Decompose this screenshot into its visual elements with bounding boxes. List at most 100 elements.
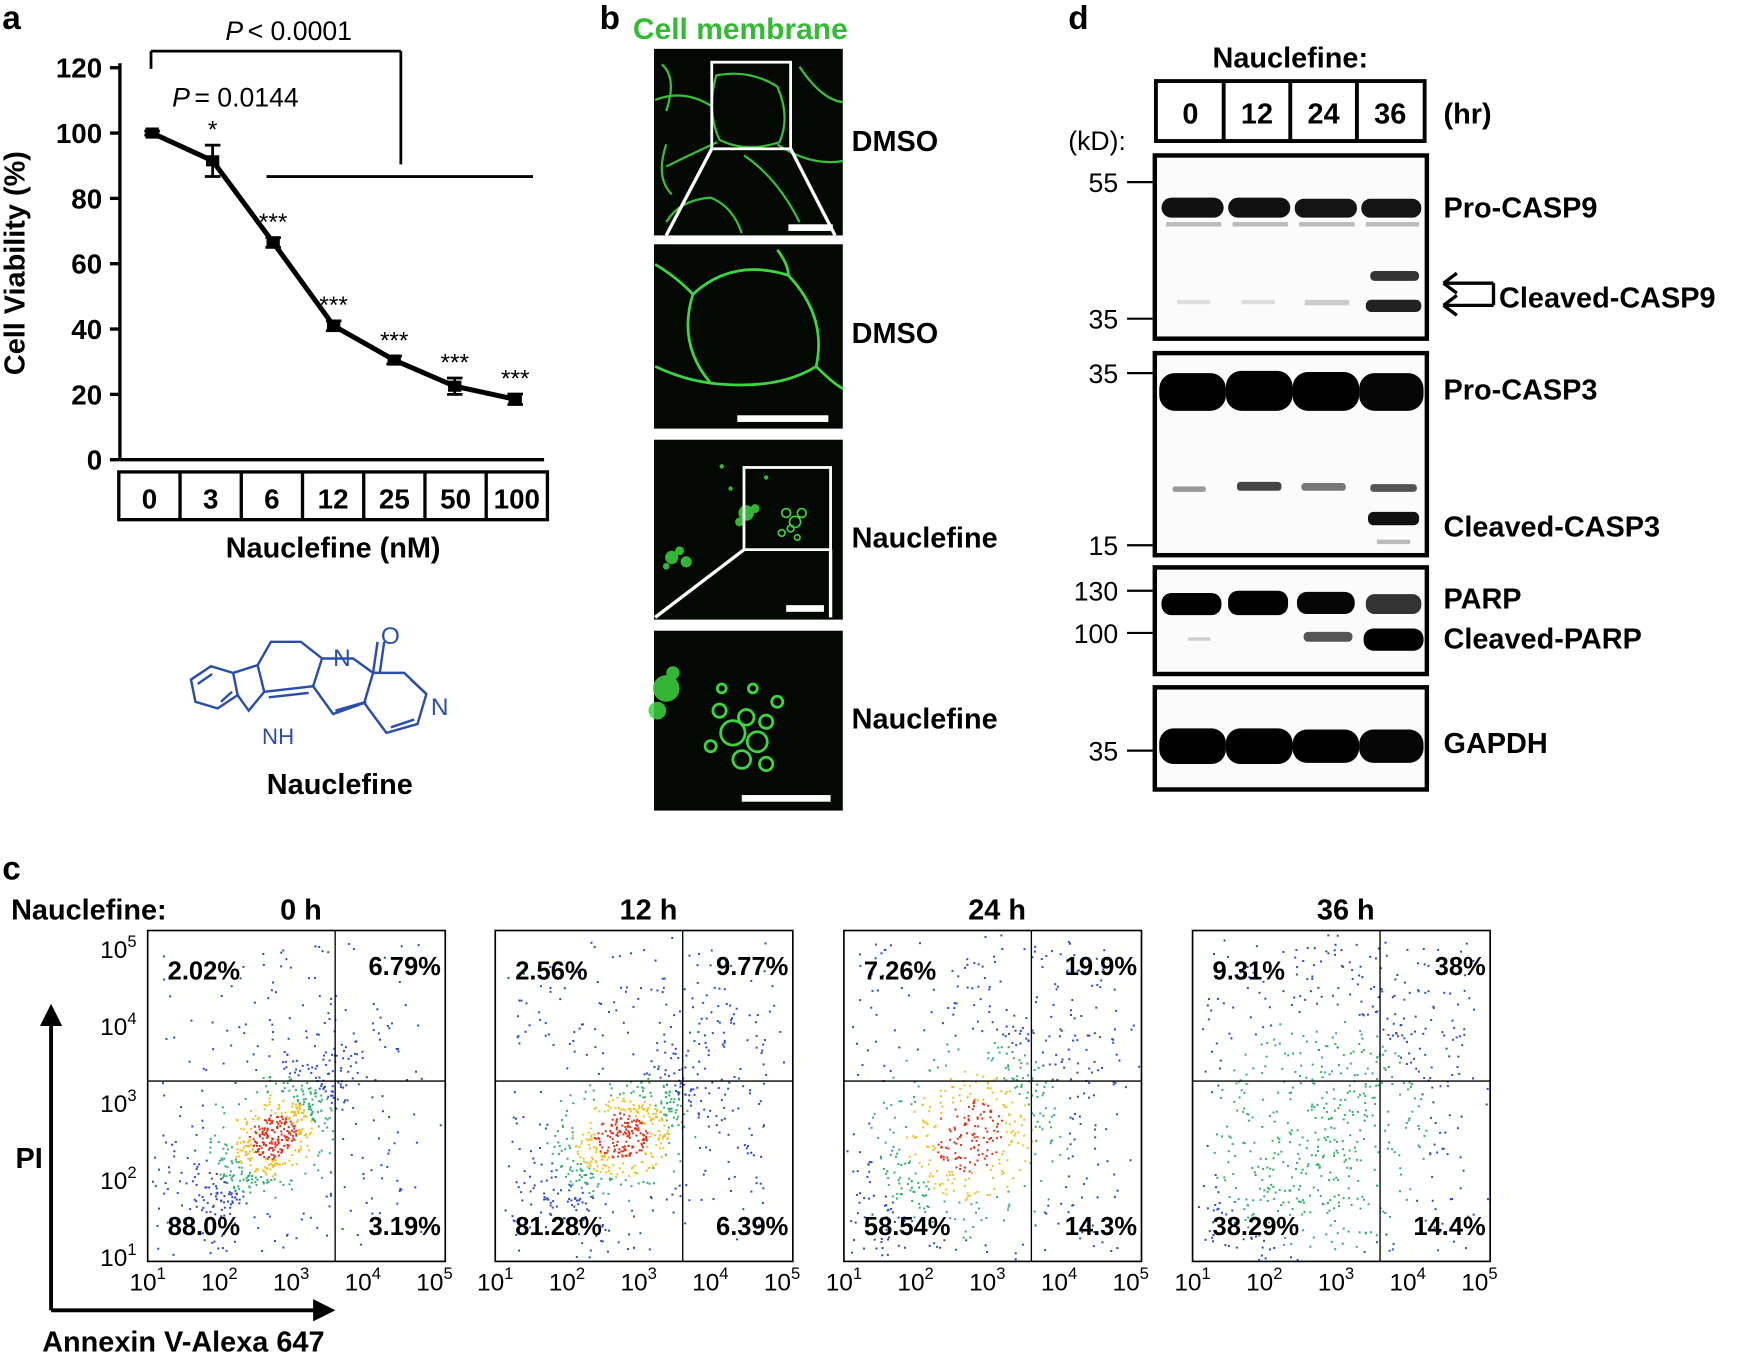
flow-plot-0: 0 h 2.02% 6.79% 88.0% 3.19% 101 102 103 104 105 10…: [100, 894, 453, 1296]
concentration-label: 3: [203, 484, 218, 515]
quadrant-upper-left: 7.26%: [864, 957, 937, 985]
y-tick-label: 0: [87, 445, 102, 476]
x-tick-label: 103: [620, 1264, 656, 1296]
blot-casp3: [1127, 350, 1430, 558]
significance-brackets: P < 0.0001 P = 0.0144: [149, 16, 533, 178]
y-tick-label: 60: [71, 249, 102, 280]
x-tick-label: 104: [1041, 1264, 1077, 1296]
y-axis-label: Cell Viability (%): [0, 151, 31, 375]
x-tick-label: 104: [1389, 1264, 1425, 1296]
panel-b-label: b: [600, 0, 620, 37]
p-value-first: P = 0.0144: [172, 83, 299, 113]
quadrant-upper-right: 19.9%: [1065, 953, 1138, 981]
x-tick-label: 102: [549, 1264, 585, 1296]
nh-atom: NH: [262, 724, 294, 749]
x-tick-label: 105: [1113, 1264, 1149, 1296]
row-label-nauclefine-1: Nauclefine: [852, 522, 998, 554]
viability-series: ****************: [144, 116, 530, 406]
viability-axes: 0 20 40 60 80 100 120 Cell Viability (%): [0, 53, 545, 476]
panel-c-label: c: [2, 850, 21, 887]
label-pro-casp3: Pro-CASP3: [1444, 375, 1598, 407]
quadrant-upper-left: 2.56%: [515, 957, 588, 985]
quadrant-upper-right: 38%: [1435, 953, 1486, 981]
x-tick-label: 101: [1174, 1264, 1210, 1296]
quadrant-lower-right: 6.39%: [716, 1213, 789, 1241]
time-36: 36: [1374, 98, 1406, 130]
data-point: [266, 236, 280, 249]
label-cleaved-parp: Cleaved-PARP: [1444, 623, 1642, 655]
quadrant-upper-left: 9.31%: [1213, 957, 1286, 985]
label-pro-casp9: Pro-CASP9: [1444, 193, 1598, 225]
x-tick-label: 103: [273, 1264, 309, 1296]
row-label-nauclefine-2: Nauclefine: [852, 703, 998, 735]
quadrant-lower-left: 58.54%: [864, 1213, 951, 1241]
flow-plot-1: 12 h 2.56% 9.77% 81.28% 6.39% 101 102 103 104 105: [477, 894, 800, 1296]
marker-35-casp9: 35: [1089, 305, 1119, 335]
x-tick-label: 104: [345, 1264, 381, 1296]
flow-dots: [504, 936, 785, 1259]
x-tick-label: 101: [129, 1264, 165, 1296]
micrograph-dmso-overview: [654, 48, 843, 237]
data-point: [327, 320, 341, 332]
quadrant-upper-right: 6.79%: [368, 953, 441, 981]
nauclefine-structure: [189, 640, 428, 735]
pi-axis-label: PI: [16, 1143, 43, 1175]
flow-plot-3: 36 h 9.31% 38% 38.29% 14.4% 101 102 103 104 105: [1174, 894, 1497, 1296]
nitrogen-atom-ring: N: [333, 645, 351, 672]
x-tick-label: 105: [764, 1264, 800, 1296]
concentration-label: 50: [440, 484, 471, 515]
quadrant-lower-right: 3.19%: [368, 1213, 441, 1241]
compound-name: Nauclefine: [267, 769, 413, 801]
y-tick-label: 20: [71, 379, 102, 410]
quadrant-upper-left: 2.02%: [168, 957, 241, 985]
y-tick-label: 100: [56, 118, 102, 149]
quadrant-upper-right: 9.77%: [716, 953, 789, 981]
marker-35-casp3: 35: [1089, 359, 1119, 389]
x-tick-label: 102: [201, 1264, 237, 1296]
quadrant-lower-left: 88.0%: [168, 1213, 241, 1241]
blot-parp: [1127, 565, 1430, 677]
x-tick-label: 101: [477, 1264, 513, 1296]
marker-15: 15: [1089, 531, 1119, 561]
significance-stars: ***: [501, 365, 530, 392]
x-tick-label: 103: [1318, 1264, 1354, 1296]
significance-stars: ***: [440, 349, 469, 376]
blot-gapdh: [1127, 685, 1430, 792]
label-gapdh: GAPDH: [1444, 728, 1548, 760]
significance-stars: ***: [319, 292, 348, 319]
y-tick-label: 102: [100, 1163, 136, 1195]
concentration-label: 25: [379, 484, 410, 515]
time-12: 12: [1241, 98, 1273, 130]
label-parp: PARP: [1444, 583, 1522, 615]
quadrant-lower-right: 14.3%: [1065, 1213, 1138, 1241]
concentration-table: 0 3 6 12 25 50 100: [117, 470, 550, 522]
y-tick-label: 103: [100, 1086, 136, 1118]
y-tick-label: 40: [71, 314, 102, 345]
x-tick-label: 101: [826, 1264, 862, 1296]
time-unit: (hr): [1444, 98, 1492, 130]
flow-time-label: 36 h: [1317, 894, 1375, 926]
x-tick-label: 103: [969, 1264, 1005, 1296]
concentration-label: 12: [318, 484, 349, 515]
y-tick-label: 120: [56, 53, 102, 84]
flow-outer-axes: [39, 1003, 336, 1322]
blot-casp9: [1127, 153, 1430, 341]
marker-55: 55: [1089, 168, 1119, 198]
significance-stars: *: [208, 116, 218, 143]
marker-130: 130: [1074, 577, 1118, 607]
y-tick-label: 80: [71, 183, 102, 214]
cleaved-casp9-arrows: [1442, 271, 1496, 317]
p-value-main: P < 0.0001: [225, 16, 352, 46]
kd-label: (kD):: [1068, 126, 1126, 156]
flow-plot-frame: [494, 929, 794, 1263]
y-tick-label: 104: [100, 1009, 136, 1041]
x-tick-label: 105: [1461, 1264, 1497, 1296]
data-point: [387, 354, 401, 366]
flow-plots: 0 h 2.02% 6.79% 88.0% 3.19% 101 102 103 104 105 10…: [100, 894, 1497, 1296]
data-point: [448, 380, 462, 392]
concentration-label: 6: [264, 484, 279, 515]
flow-time-label: 24 h: [968, 894, 1026, 926]
data-point: [508, 393, 522, 405]
flow-time-label: 0 h: [280, 894, 322, 926]
x-tick-label: 102: [897, 1264, 933, 1296]
